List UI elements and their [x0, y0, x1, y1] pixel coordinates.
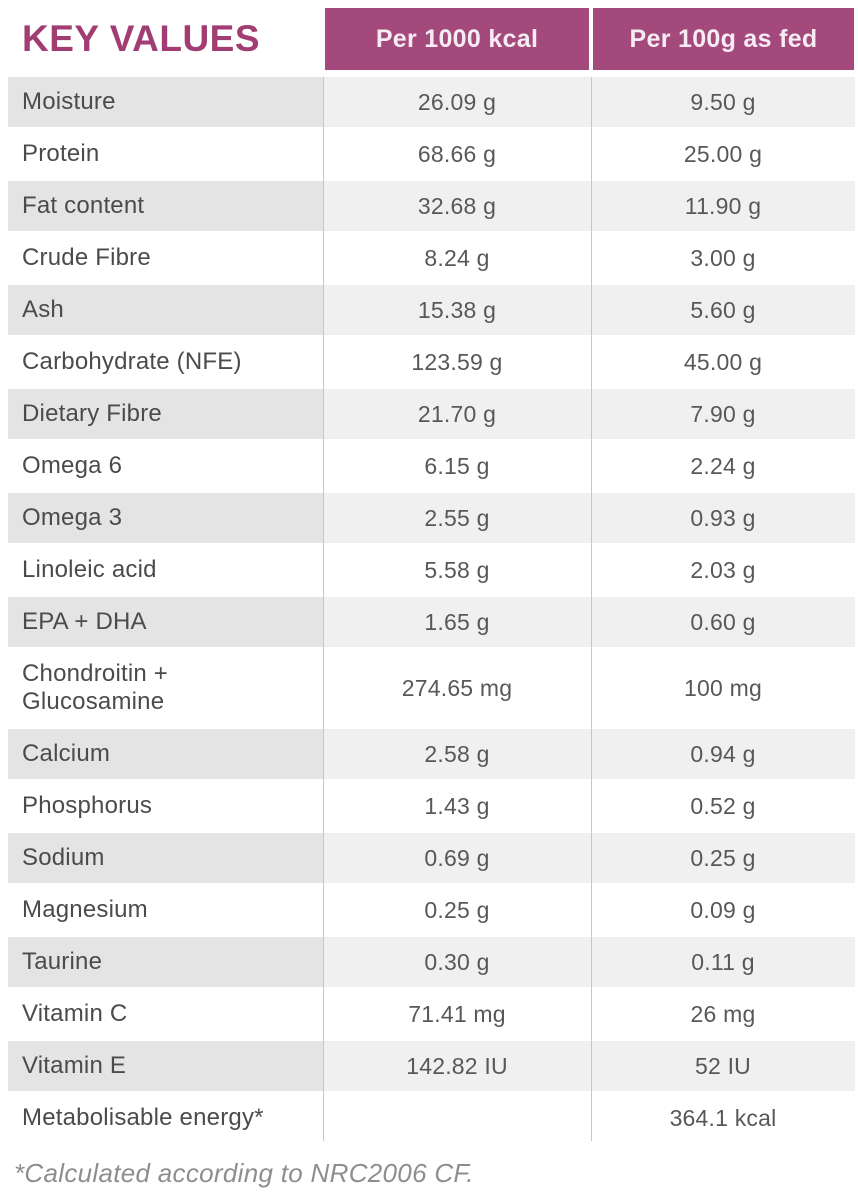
- row-label: Phosphorus: [22, 792, 153, 820]
- table-row: Linoleic acid 5.58 g 2.03 g: [8, 545, 855, 595]
- value-per-1000-kcal: 6.15 g: [424, 452, 490, 479]
- table-row: Fat content 32.68 g 11.90 g: [8, 181, 855, 231]
- row-label: Calcium: [8, 729, 323, 779]
- value-per-1000-kcal: 142.82 IU: [323, 1041, 591, 1091]
- row-label: Vitamin C: [22, 1000, 128, 1028]
- row-label: EPA + DHA: [8, 597, 323, 647]
- value-per-1000-kcal: 0.30 g: [323, 937, 591, 987]
- row-label: Crude Fibre: [22, 244, 151, 272]
- table-row: Metabolisable energy* 364.1 kcal: [8, 1093, 855, 1143]
- value-per-1000-kcal: 71.41 mg: [408, 1000, 506, 1027]
- row-label: Dietary Fibre: [8, 389, 323, 439]
- page-title: KEY VALUES: [22, 18, 261, 59]
- value-per-100g-as-fed: 0.11 g: [591, 937, 855, 987]
- row-label: Taurine: [8, 937, 323, 987]
- value-per-1000-kcal: [323, 1093, 591, 1143]
- row-label: Moisture: [8, 77, 323, 127]
- value-per-100g-as-fed: 7.90 g: [591, 389, 855, 439]
- table-row: Ash 15.38 g 5.60 g: [8, 285, 855, 335]
- row-label: Vitamin E: [8, 1041, 323, 1091]
- value-per-100g-as-fed: 0.93 g: [591, 493, 855, 543]
- table-row: Moisture 26.09 g 9.50 g: [8, 77, 855, 127]
- table-row: Omega 6 6.15 g 2.24 g: [8, 441, 855, 491]
- value-per-100g-as-fed: 0.25 g: [591, 833, 855, 883]
- column-divider-1: [323, 77, 324, 1141]
- value-per-1000-kcal: 8.24 g: [424, 244, 490, 271]
- table-row: Vitamin E 142.82 IU 52 IU: [8, 1041, 855, 1091]
- value-per-100g-as-fed: 26 mg: [690, 1000, 756, 1027]
- row-label: Omega 6: [22, 452, 123, 480]
- value-per-100g-as-fed: 25.00 g: [683, 140, 763, 167]
- column-header-per-100g-as-fed: Per 100g as fed: [593, 8, 854, 70]
- value-per-1000-kcal: 32.68 g: [323, 181, 591, 231]
- row-label: Magnesium: [22, 896, 148, 924]
- row-label: Protein: [22, 140, 100, 168]
- value-per-1000-kcal: 0.25 g: [424, 896, 490, 923]
- table-row: Omega 3 2.55 g 0.93 g: [8, 493, 855, 543]
- value-per-1000-kcal: 21.70 g: [323, 389, 591, 439]
- table-row: Sodium 0.69 g 0.25 g: [8, 833, 855, 883]
- value-per-100g-as-fed: 100 mg: [684, 674, 762, 701]
- row-label: Linoleic acid: [22, 556, 157, 584]
- value-per-1000-kcal: 1.43 g: [424, 792, 490, 819]
- row-label: Sodium: [8, 833, 323, 883]
- row-label: Ash: [8, 285, 323, 335]
- value-per-1000-kcal: 26.09 g: [323, 77, 591, 127]
- value-per-100g-as-fed: 2.24 g: [690, 452, 756, 479]
- value-per-100g-as-fed: 2.03 g: [690, 556, 756, 583]
- row-label: Omega 3: [8, 493, 323, 543]
- table-row: Protein 68.66 g 25.00 g: [8, 129, 855, 179]
- value-per-100g-as-fed: 364.1 kcal: [669, 1104, 777, 1131]
- value-per-100g-as-fed: 0.60 g: [591, 597, 855, 647]
- table-header: KEY VALUES Per 1000 kcal Per 100g as fed: [0, 8, 858, 70]
- value-per-100g-as-fed: 45.00 g: [683, 348, 763, 375]
- table-row: Vitamin C 71.41 mg 26 mg: [8, 989, 855, 1039]
- table-row: Taurine 0.30 g 0.11 g: [8, 937, 855, 987]
- value-per-100g-as-fed: 0.94 g: [591, 729, 855, 779]
- row-label: Metabolisable energy*: [22, 1104, 264, 1132]
- value-per-100g-as-fed: 0.52 g: [690, 792, 756, 819]
- value-per-1000-kcal: 68.66 g: [417, 140, 497, 167]
- value-per-100g-as-fed: 5.60 g: [591, 285, 855, 335]
- row-label: Chondroitin + Glucosamine: [22, 660, 169, 715]
- row-label: Carbohydrate (NFE): [22, 348, 242, 376]
- table-row: Magnesium 0.25 g 0.09 g: [8, 885, 855, 935]
- value-per-100g-as-fed: 11.90 g: [591, 181, 855, 231]
- table-row: Phosphorus 1.43 g 0.52 g: [8, 781, 855, 831]
- footnote: *Calculated according to NRC2006 CF.: [14, 1158, 474, 1188]
- table-row: Calcium 2.58 g 0.94 g: [8, 729, 855, 779]
- value-per-1000-kcal: 2.55 g: [323, 493, 591, 543]
- row-label: Fat content: [8, 181, 323, 231]
- value-per-100g-as-fed: 3.00 g: [690, 244, 756, 271]
- table-body: Moisture 26.09 g 9.50 g Protein 68.66 g …: [8, 77, 855, 1143]
- column-header-per-1000-kcal: Per 1000 kcal: [325, 8, 589, 70]
- value-per-1000-kcal: 5.58 g: [424, 556, 490, 583]
- table-row: Crude Fibre 8.24 g 3.00 g: [8, 233, 855, 283]
- value-per-1000-kcal: 2.58 g: [323, 729, 591, 779]
- table-row: Carbohydrate (NFE) 123.59 g 45.00 g: [8, 337, 855, 387]
- column-divider-2: [591, 77, 592, 1141]
- value-per-1000-kcal: 123.59 g: [411, 348, 503, 375]
- value-per-100g-as-fed: 9.50 g: [591, 77, 855, 127]
- value-per-1000-kcal: 1.65 g: [323, 597, 591, 647]
- table-row: Dietary Fibre 21.70 g 7.90 g: [8, 389, 855, 439]
- value-per-100g-as-fed: 0.09 g: [690, 896, 756, 923]
- value-per-1000-kcal: 274.65 mg: [401, 674, 513, 701]
- table-row: Chondroitin + Glucosamine 274.65 mg 100 …: [8, 649, 855, 727]
- value-per-1000-kcal: 15.38 g: [323, 285, 591, 335]
- table-row: EPA + DHA 1.65 g 0.60 g: [8, 597, 855, 647]
- value-per-1000-kcal: 0.69 g: [323, 833, 591, 883]
- value-per-100g-as-fed: 52 IU: [591, 1041, 855, 1091]
